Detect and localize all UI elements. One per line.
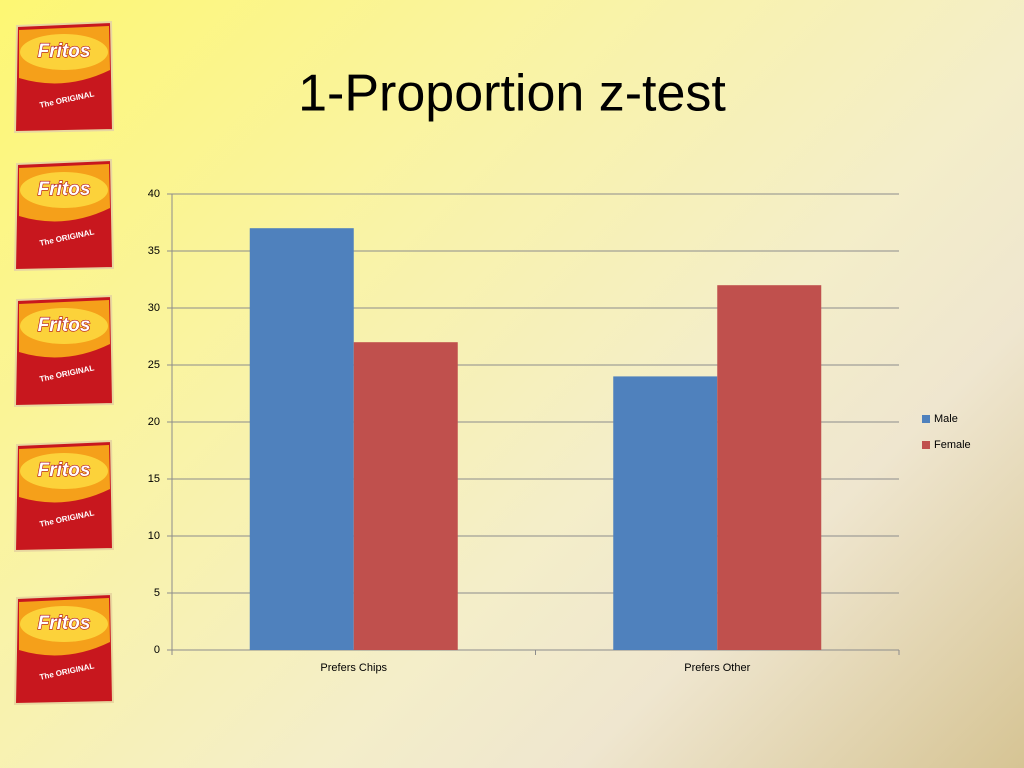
bag-logo-bg (20, 453, 108, 489)
bag-logo-bg (20, 606, 108, 642)
bag-brand: Fritos (38, 315, 91, 336)
legend-label: Female (934, 439, 971, 451)
y-tick-label: 30 (148, 302, 160, 314)
y-tick-label: 20 (148, 416, 160, 428)
bar (249, 228, 354, 650)
y-tick-label: 40 (148, 188, 160, 200)
bar (717, 285, 822, 650)
y-tick-label: 25 (148, 359, 160, 371)
slide-title: 1-Proportion z-test (298, 65, 726, 123)
bag-brand: Fritos (38, 613, 91, 634)
bag-logo-bg (20, 308, 108, 344)
y-tick-label: 35 (148, 245, 160, 257)
y-tick-label: 15 (148, 473, 160, 485)
y-tick-label: 0 (154, 644, 160, 656)
bar (353, 342, 458, 650)
y-tick-label: 5 (154, 587, 160, 599)
bag-logo-bg (20, 34, 108, 70)
legend-label: Male (934, 413, 958, 425)
legend-swatch (922, 441, 930, 449)
legend-swatch (922, 415, 930, 423)
x-tick-label: Prefers Chips (320, 662, 387, 674)
bag-brand: Fritos (38, 179, 91, 200)
bag-brand: Fritos (38, 460, 91, 481)
bag-brand: Fritos (38, 41, 91, 62)
y-tick-label: 10 (148, 530, 160, 542)
x-tick-label: Prefers Other (684, 662, 750, 674)
bag-logo-bg (20, 172, 108, 208)
bar (613, 376, 718, 650)
